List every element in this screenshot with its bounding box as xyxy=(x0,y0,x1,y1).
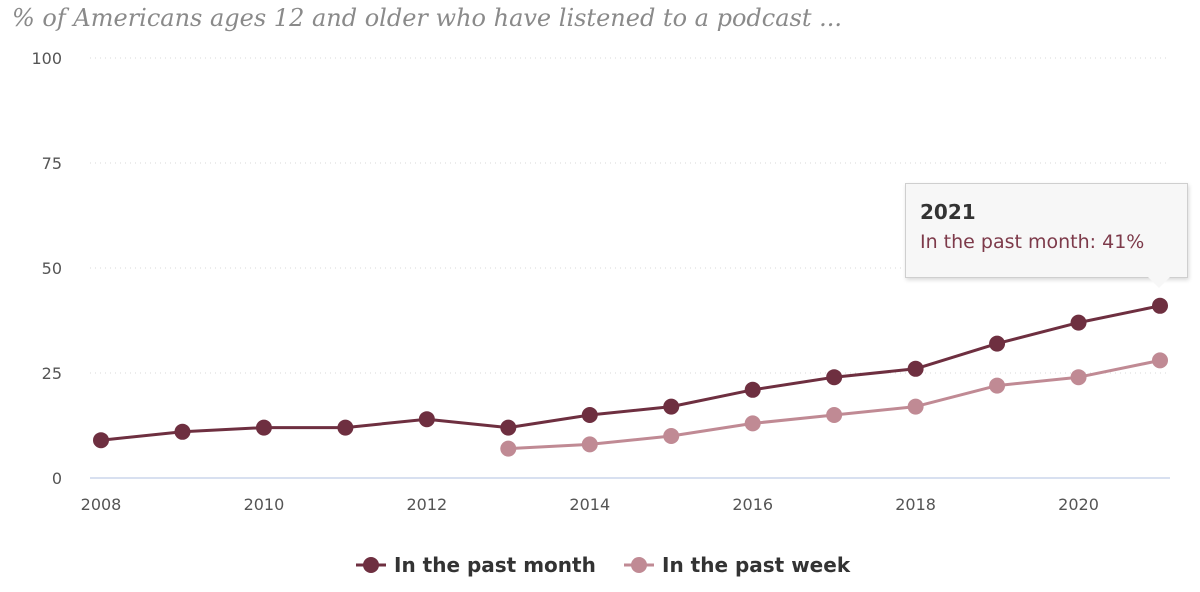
x-tick-label: 2008 xyxy=(81,495,122,514)
legend-item-in-the-past-month[interactable]: In the past month xyxy=(356,553,596,577)
data-point[interactable] xyxy=(989,377,1006,394)
data-point[interactable] xyxy=(581,436,598,453)
series-in-the-past-month xyxy=(93,297,1168,449)
y-tick-label: 50 xyxy=(42,259,62,278)
data-point[interactable] xyxy=(907,398,924,415)
data-point[interactable] xyxy=(989,335,1006,352)
data-point[interactable] xyxy=(337,419,354,436)
tooltip-value: In the past month: 41% xyxy=(920,231,1145,253)
x-tick-label: 2012 xyxy=(406,495,447,514)
y-axis-ticks: 0 25 50 75 100 xyxy=(31,49,62,488)
data-point[interactable] xyxy=(663,398,680,415)
series-layer xyxy=(93,297,1168,457)
series-line xyxy=(100,304,1161,442)
data-point[interactable] xyxy=(826,407,843,423)
data-point[interactable] xyxy=(826,369,843,386)
x-tick-label: 2014 xyxy=(569,495,610,514)
legend-label: In the past week xyxy=(662,553,851,577)
legend[interactable]: In the past month In the past week xyxy=(356,553,851,577)
data-point[interactable] xyxy=(744,381,761,398)
data-point[interactable] xyxy=(1070,369,1087,386)
y-tick-label: 100 xyxy=(31,49,62,68)
data-point[interactable] xyxy=(744,415,761,432)
x-tick-label: 2018 xyxy=(895,495,936,514)
data-point[interactable] xyxy=(500,440,517,457)
x-tick-label: 2016 xyxy=(732,495,773,514)
legend-swatch-marker xyxy=(631,557,647,573)
data-point[interactable] xyxy=(255,419,272,436)
tooltip-year: 2021 xyxy=(920,200,976,224)
legend-item-in-the-past-week[interactable]: In the past week xyxy=(624,553,851,577)
data-point[interactable] xyxy=(93,432,109,449)
x-axis-ticks: 2008 2010 2012 2014 2016 2018 2020 xyxy=(81,495,1099,514)
legend-swatch-marker xyxy=(363,557,379,573)
data-point[interactable] xyxy=(418,411,435,428)
y-tick-label: 75 xyxy=(42,154,62,173)
data-point[interactable] xyxy=(907,360,924,377)
y-tick-label: 25 xyxy=(42,364,62,383)
tooltip-arrow xyxy=(1148,277,1170,288)
y-tick-label: 0 xyxy=(52,469,62,488)
series-in-the-past-week xyxy=(500,352,1168,457)
tooltip: 2021 In the past month: 41% xyxy=(905,183,1188,278)
legend-label: In the past month xyxy=(394,553,596,577)
data-point[interactable] xyxy=(1070,314,1087,331)
data-point[interactable] xyxy=(500,419,517,436)
data-point[interactable] xyxy=(663,428,680,444)
data-point[interactable] xyxy=(174,423,191,440)
data-point[interactable] xyxy=(581,407,598,423)
gridlines xyxy=(90,57,1170,374)
x-tick-label: 2010 xyxy=(244,495,285,514)
chart-title: % of Americans ages 12 and older who hav… xyxy=(12,4,842,32)
x-tick-label: 2020 xyxy=(1058,495,1099,514)
data-point[interactable] xyxy=(1152,297,1168,314)
data-point[interactable] xyxy=(1152,352,1168,369)
